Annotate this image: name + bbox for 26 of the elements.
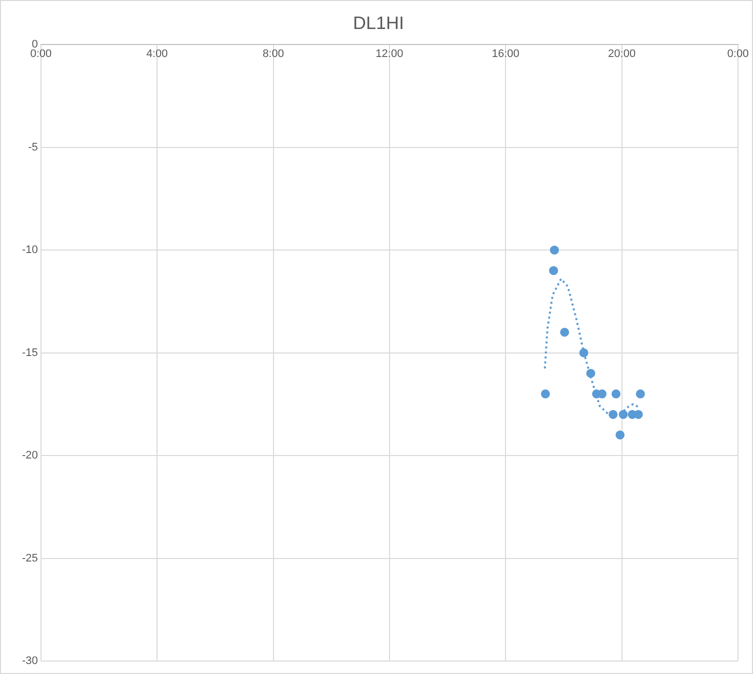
x-tick-label: 16:00 xyxy=(492,48,520,60)
y-tick-label: 0 xyxy=(32,38,38,51)
y-tick-label: -25 xyxy=(22,552,38,564)
point xyxy=(616,430,625,440)
y-tick-label: -10 xyxy=(22,244,38,256)
x-tick-label: 0:00 xyxy=(30,48,52,60)
point xyxy=(608,410,618,419)
point xyxy=(586,368,596,378)
y-tick-label: -15 xyxy=(22,346,38,359)
x-tick-label: 0:00 xyxy=(727,48,749,60)
y-tick-label: -5 xyxy=(28,141,38,154)
y-tick-label: -30 xyxy=(22,655,38,668)
chart-title: DL1HI xyxy=(352,12,404,33)
point xyxy=(618,410,628,419)
point xyxy=(550,246,559,255)
x-tick-label: 20:00 xyxy=(608,48,636,60)
x-tick-label: 12:00 xyxy=(376,48,404,60)
point xyxy=(612,389,621,398)
x-tick-label: 8:00 xyxy=(262,48,284,60)
point xyxy=(560,328,570,337)
point xyxy=(579,348,588,358)
x-tick-label: 4:00 xyxy=(146,48,168,60)
y-tick-label: -20 xyxy=(22,450,38,462)
point xyxy=(540,389,550,398)
point xyxy=(636,389,645,398)
point xyxy=(549,266,558,276)
